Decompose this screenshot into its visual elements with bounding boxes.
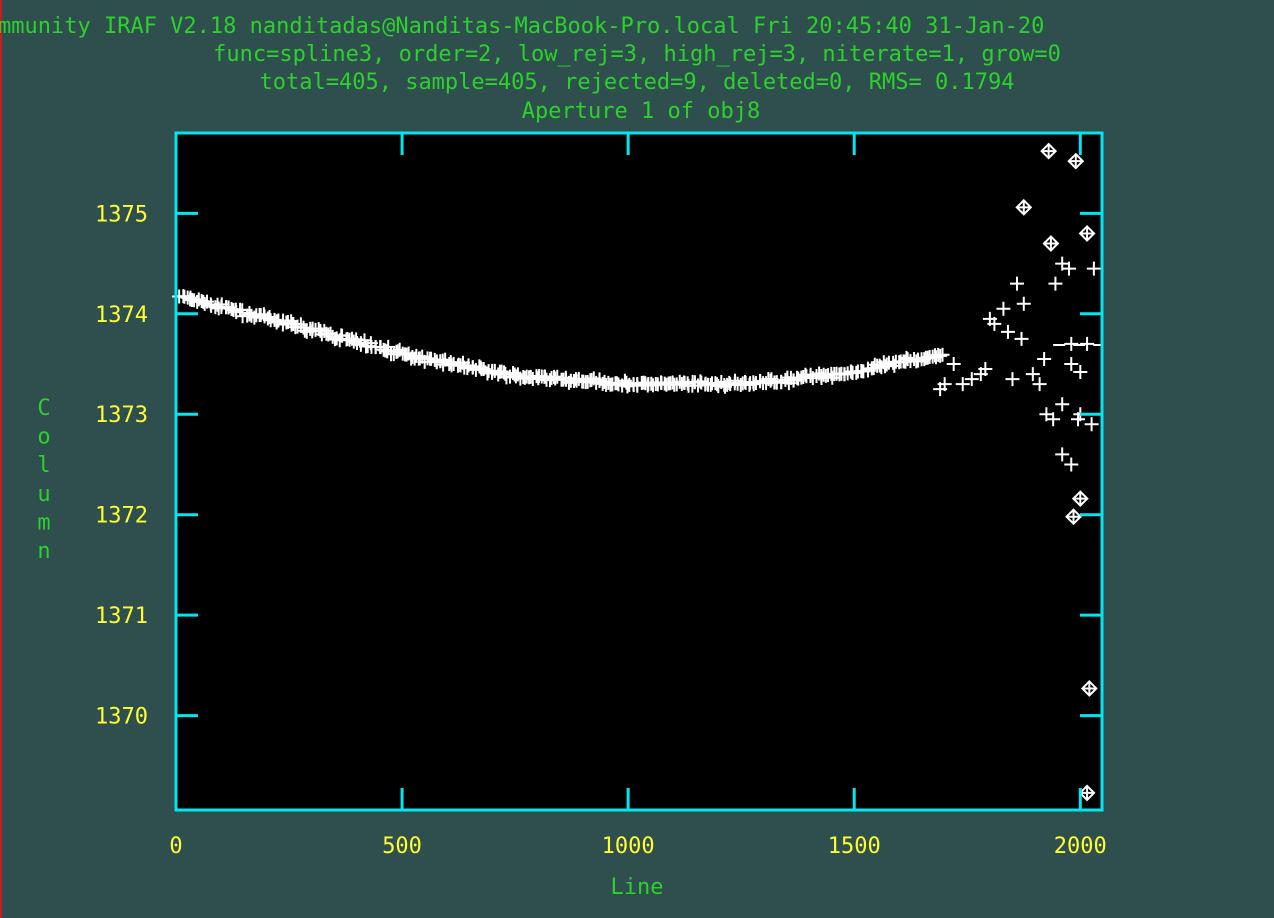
x-tick-label: 500 [382, 834, 422, 859]
y-tick-label: 1371 [95, 604, 148, 629]
rejected-point [1042, 235, 1060, 252]
data-point [1064, 457, 1079, 472]
data-point [746, 377, 761, 392]
data-point [933, 348, 948, 363]
rejected-cross [1066, 509, 1081, 524]
data-point [933, 382, 948, 397]
data-point [1073, 365, 1088, 380]
rejected-point [1078, 225, 1096, 242]
data-point [429, 355, 444, 370]
x-axis-label: Line [611, 875, 664, 900]
data-point [1061, 261, 1076, 276]
data-point [803, 367, 818, 382]
plot-frame [174, 131, 1104, 812]
data-point [1046, 412, 1061, 427]
y-tick-label: 1373 [95, 403, 148, 428]
rejected-diamond [1042, 235, 1060, 252]
data-point [1025, 367, 1040, 382]
rejected-point [1065, 508, 1082, 526]
window-edge [0, 0, 2, 918]
rejected-point [1015, 198, 1033, 216]
rejected-cross [1080, 785, 1095, 800]
data-point [1037, 352, 1052, 367]
data-point [1048, 276, 1063, 291]
rejected-point [1040, 142, 1058, 160]
rejected-point [1071, 490, 1089, 508]
fit-statistics: total=405, sample=405, rejected=9, delet… [259, 70, 1015, 95]
y-tick-label: 1372 [95, 504, 148, 529]
data-point [955, 377, 970, 392]
y-tick-label: 1374 [95, 303, 148, 328]
rejected-cross [1073, 491, 1088, 506]
rejected-cross [1043, 236, 1058, 251]
rejected-points [1015, 142, 1098, 802]
rejected-diamond [1067, 152, 1085, 170]
plot-area [176, 133, 1102, 810]
rejected-cross [1080, 226, 1095, 241]
x-tick-label: 2000 [1054, 834, 1107, 859]
data-point [1032, 377, 1047, 392]
data-point [290, 319, 305, 334]
data-point [1064, 336, 1079, 351]
rejected-point [1078, 784, 1096, 802]
rejected-cross [1082, 681, 1097, 696]
data-point [996, 301, 1011, 316]
data-point [946, 357, 961, 372]
data-point [879, 357, 894, 372]
data-point [346, 334, 361, 349]
data-point [1000, 324, 1015, 339]
fit-parameters: func=spline3, order=2, low_rej=3, high_r… [213, 42, 1061, 67]
banner-line: mmunity IRAF V2.18 nanditadas@Nanditas-M… [0, 14, 1045, 39]
data-point [1064, 357, 1079, 372]
x-tick-label: 1500 [828, 834, 881, 859]
data-point [381, 339, 396, 354]
data-point [1080, 336, 1095, 351]
data-point [935, 347, 950, 362]
data-point [973, 367, 988, 382]
x-tick-label: 1000 [602, 834, 655, 859]
x-tick-label: 0 [169, 834, 182, 859]
data-point [1005, 372, 1020, 387]
rejected-cross [1068, 154, 1083, 169]
ticks [174, 133, 1102, 810]
rejected-cross [1016, 200, 1031, 215]
rejected-point [1067, 152, 1085, 170]
rejected-cross [1041, 144, 1056, 159]
data-points [172, 256, 1101, 472]
data-point [708, 376, 723, 391]
data-point [987, 316, 1002, 331]
data-point [260, 311, 275, 326]
y-tick-label: 1370 [95, 705, 148, 730]
data-point [1055, 397, 1070, 412]
rejected-point [1080, 680, 1098, 697]
data-point [1014, 331, 1029, 346]
data-point [1016, 296, 1031, 311]
data-point [1010, 276, 1024, 291]
data-point [1055, 447, 1070, 462]
y-tick-label: 1375 [95, 202, 148, 227]
data-point [964, 372, 979, 387]
data-point [357, 333, 372, 348]
data-point [1086, 261, 1101, 276]
plot-title: Aperture 1 of obj8 [521, 99, 761, 124]
data-point [1084, 417, 1099, 432]
